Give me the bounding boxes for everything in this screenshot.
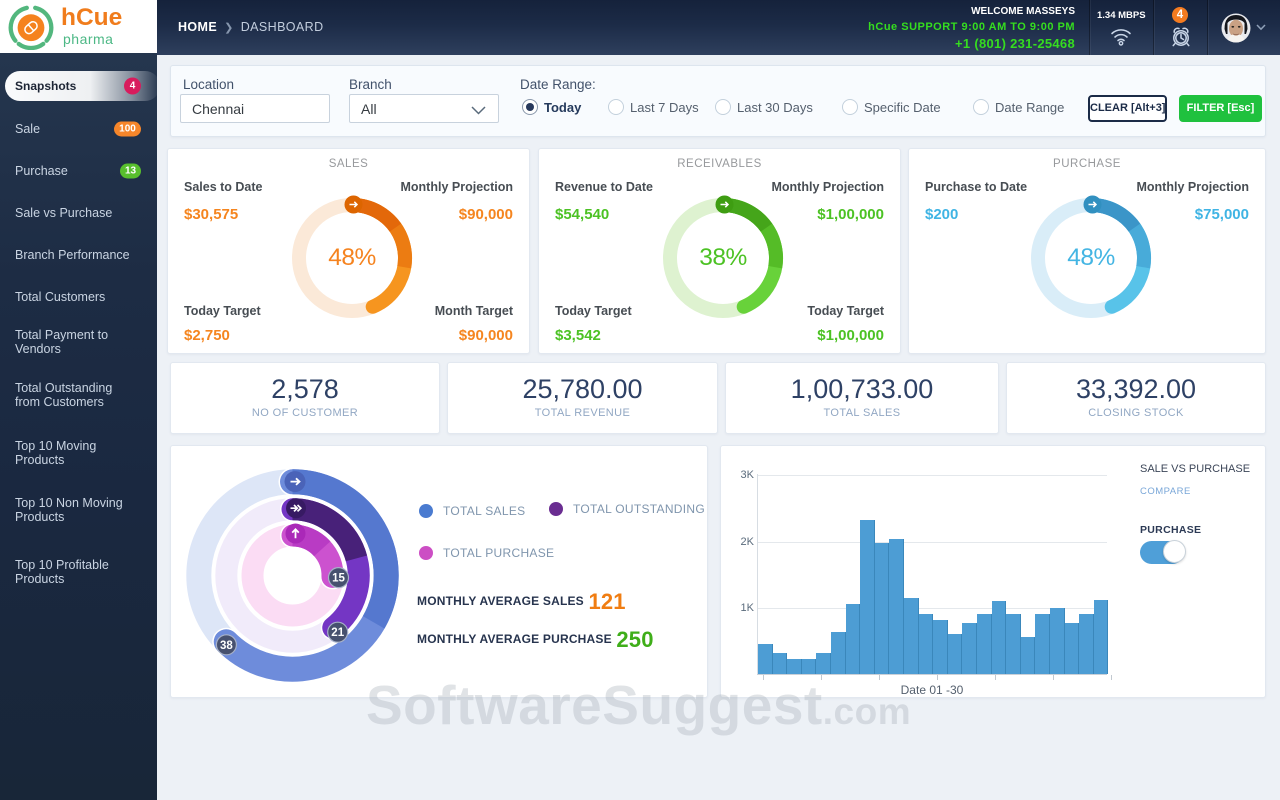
svg-text:15: 15 (332, 573, 345, 585)
svg-text:48%: 48% (1067, 244, 1115, 271)
svg-text:38%: 38% (699, 244, 747, 271)
svg-text:21: 21 (331, 627, 344, 639)
svg-text:48%: 48% (328, 244, 376, 271)
svg-text:38: 38 (220, 640, 233, 652)
